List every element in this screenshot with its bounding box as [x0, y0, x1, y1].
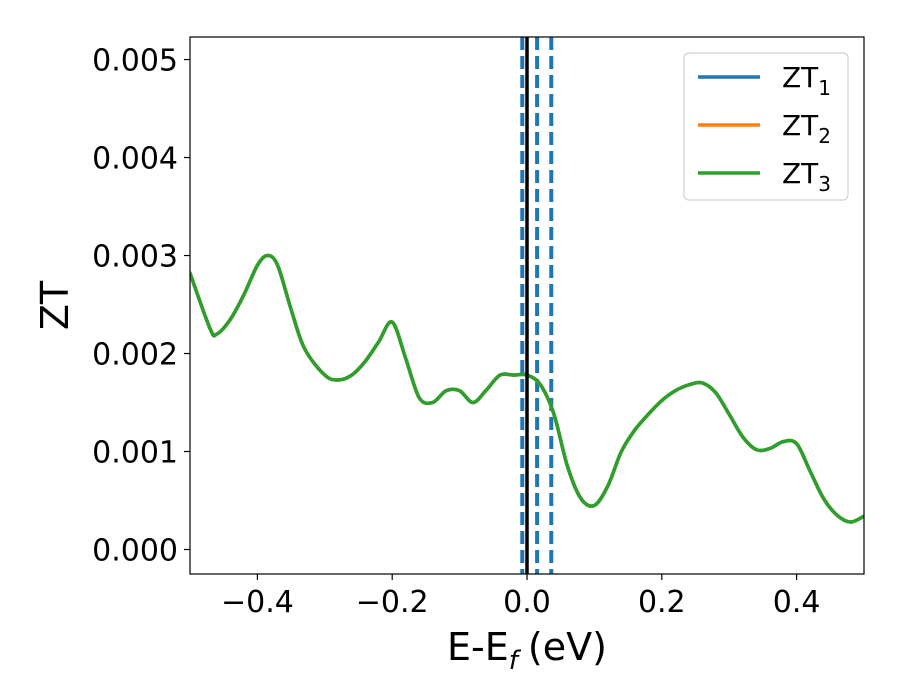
- legend-box: [683, 52, 849, 201]
- x-tick-label: 0.2: [638, 585, 686, 620]
- x-axis-label: E-Ef (eV): [447, 625, 607, 676]
- legend-label-1: ZT1: [782, 61, 831, 100]
- legend-label-3: ZT3: [782, 157, 831, 196]
- y-axis-ticks: 0.000 0.001 0.002 0.003 0.004 0.005: [92, 44, 190, 569]
- y-axis-label: ZT: [33, 280, 77, 330]
- vertical-reference-lines: [520, 37, 554, 574]
- series-lines: [190, 37, 864, 574]
- y-tick-label: 0.001: [92, 436, 178, 471]
- legend: ZT1 ZT2 ZT3: [683, 52, 849, 201]
- y-tick-label: 0.002: [92, 338, 178, 373]
- legend-label-2: ZT2: [782, 109, 831, 148]
- x-tick-label: 0.4: [773, 585, 821, 620]
- y-tick-label: 0.000: [92, 534, 178, 569]
- x-tick-label: −0.2: [356, 585, 429, 620]
- x-axis-ticks: −0.4 −0.2 0.0 0.2 0.4: [221, 574, 820, 620]
- y-tick-label: 0.003: [92, 240, 178, 275]
- y-tick-label: 0.005: [92, 44, 178, 79]
- x-tick-label: 0.0: [503, 585, 551, 620]
- x-tick-label: −0.4: [221, 585, 294, 620]
- y-tick-label: 0.004: [92, 142, 178, 177]
